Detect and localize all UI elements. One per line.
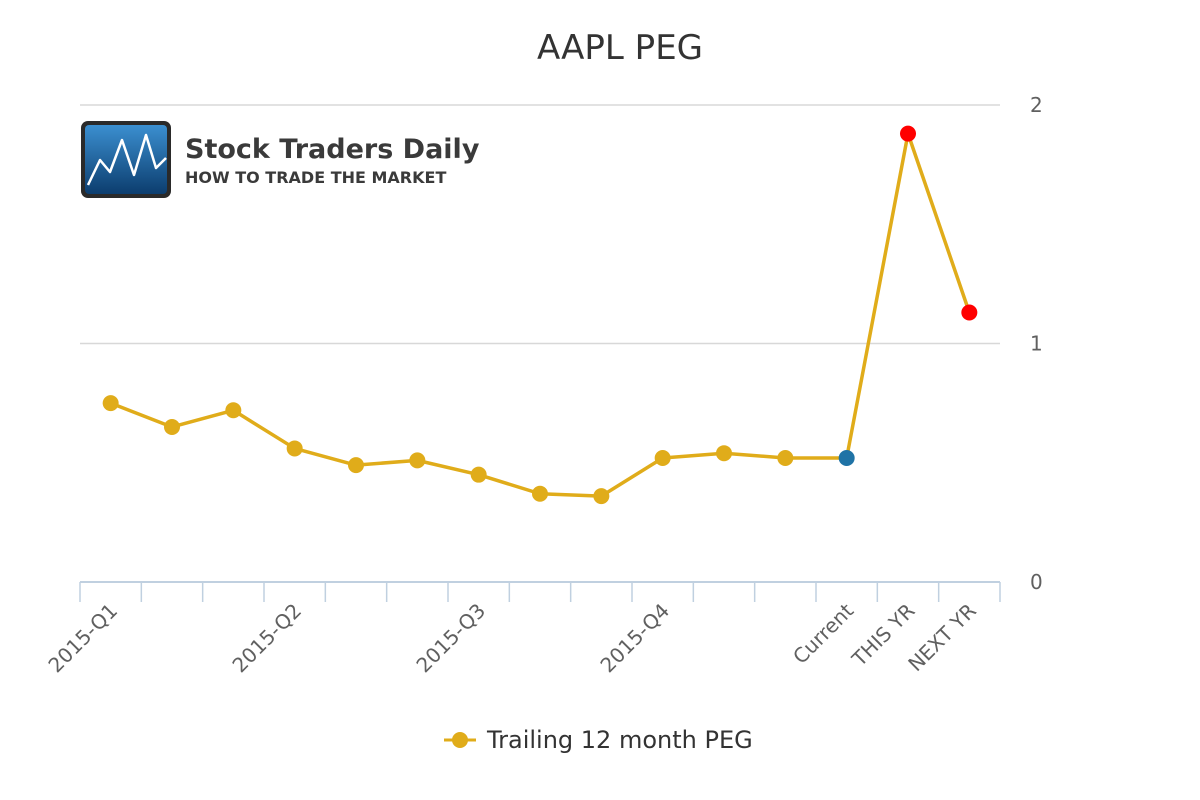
x-axis-labels: 2015-Q1 2015-Q2 2015-Q3 2015-Q4 CurrentTHIS … [43, 598, 980, 677]
x-tick-label: Current [788, 598, 858, 668]
data-point[interactable] [225, 402, 242, 419]
y-tick-label: 0 [1030, 570, 1043, 594]
chart-title: AAPL PEG [537, 28, 703, 68]
data-point[interactable] [593, 488, 610, 505]
x-tick-label: 2015-Q2 [227, 599, 306, 678]
data-point[interactable] [716, 445, 732, 462]
y-tick-label: 1 [1030, 332, 1043, 356]
series-line [110, 131, 971, 498]
y-axis-ticks: 0 1 2 [1030, 93, 1043, 594]
watermark-tagline: HOW TO TRADE THE MARKET [185, 168, 446, 187]
x-tick-label: 2015-Q3 [411, 599, 490, 678]
x-tick-label: 2015-Q1 [43, 599, 122, 678]
x-tick-label: 2015-Q4 [595, 599, 674, 678]
grid-lines [80, 104, 1000, 345]
data-point[interactable] [286, 440, 303, 457]
legend-point-marker [452, 732, 468, 748]
data-point[interactable] [348, 457, 364, 474]
data-point[interactable] [654, 449, 671, 466]
data-point[interactable] [409, 452, 426, 469]
watermark-logo: Stock Traders Daily HOW TO TRADE THE MAR… [81, 121, 480, 198]
data-point[interactable] [961, 304, 978, 321]
data-point[interactable] [900, 125, 916, 142]
data-point[interactable] [777, 449, 794, 466]
data-point[interactable] [838, 449, 855, 466]
y-tick-label: 2 [1030, 93, 1043, 117]
series-layer [102, 125, 978, 505]
data-point[interactable] [102, 395, 119, 412]
data-point[interactable] [532, 485, 548, 502]
data-point[interactable] [164, 418, 180, 435]
x-tick-label: NEXT YR [903, 598, 981, 676]
watermark-name: Stock Traders Daily [185, 134, 480, 165]
data-point[interactable] [470, 466, 487, 483]
x-axis [79, 581, 1001, 602]
stock-chart-logo-icon [81, 121, 171, 198]
legend-label: Trailing 12 month PEG [486, 726, 753, 754]
legend[interactable]: Trailing 12 month PEG [444, 726, 753, 754]
